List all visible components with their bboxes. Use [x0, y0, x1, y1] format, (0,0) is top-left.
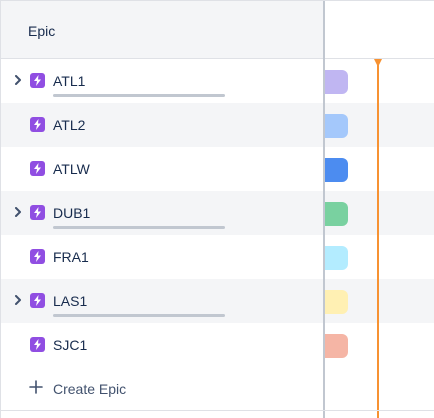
lightning-bolt-icon [30, 337, 45, 352]
today-line [377, 59, 379, 418]
chevron-right-icon[interactable] [12, 74, 24, 86]
epic-progress-bar [53, 226, 225, 229]
epic-list-cell[interactable]: FRA1 [1, 235, 324, 279]
column-divider[interactable] [323, 1, 325, 418]
epic-timeline-bar[interactable] [324, 246, 348, 270]
epic-label[interactable]: ATL2 [53, 117, 86, 133]
epic-timeline-bar[interactable] [324, 202, 348, 226]
epic-timeline-bar[interactable] [324, 114, 348, 138]
timeline-cell[interactable] [324, 103, 434, 147]
epic-list-cell[interactable]: ATL1 [1, 59, 324, 103]
epic-list: ATL1 ATL2 ATLW DUB1 FRA1 LAS1 SJC1 Create Epic [1, 59, 434, 411]
epic-row[interactable]: ATL1 [1, 59, 434, 103]
epic-progress-bar [53, 94, 225, 97]
timeline-cell[interactable] [324, 147, 434, 191]
epic-row[interactable]: ATL2 [1, 103, 434, 147]
lightning-bolt-icon [30, 161, 45, 176]
epic-row[interactable]: ATLW [1, 147, 434, 191]
epic-timeline-bar[interactable] [324, 158, 348, 182]
epic-column-header: Epic [1, 1, 324, 58]
epic-row[interactable]: SJC1 [1, 323, 434, 367]
timeline-cell[interactable] [324, 191, 434, 235]
epic-progress-bar [53, 314, 225, 317]
create-epic-button[interactable]: Create Epic [1, 367, 324, 411]
timeline-cell[interactable] [324, 235, 434, 279]
create-epic-label[interactable]: Create Epic [53, 381, 127, 397]
epic-label[interactable]: LAS1 [53, 293, 88, 309]
epic-label[interactable]: ATLW [53, 161, 90, 177]
epic-label[interactable]: DUB1 [53, 205, 91, 221]
roadmap-header: Epic [1, 1, 434, 59]
timeline-cell[interactable] [324, 59, 434, 103]
epic-list-cell[interactable]: ATL2 [1, 103, 324, 147]
epic-row[interactable]: DUB1 [1, 191, 434, 235]
chevron-right-icon[interactable] [12, 206, 24, 218]
today-marker-icon [374, 59, 382, 67]
epic-row[interactable]: LAS1 [1, 279, 434, 323]
lightning-bolt-icon [30, 293, 45, 308]
epic-list-cell[interactable]: LAS1 [1, 279, 324, 323]
epic-timeline-bar[interactable] [324, 290, 348, 314]
plus-icon [29, 380, 43, 396]
bottom-border [1, 410, 434, 411]
lightning-bolt-icon [30, 249, 45, 264]
create-epic-row[interactable]: Create Epic [1, 367, 434, 411]
epic-label[interactable]: SJC1 [53, 337, 88, 353]
lightning-bolt-icon [30, 117, 45, 132]
lightning-bolt-icon [30, 205, 45, 220]
epic-list-cell[interactable]: DUB1 [1, 191, 324, 235]
epic-row[interactable]: FRA1 [1, 235, 434, 279]
epic-label[interactable]: ATL1 [53, 73, 86, 89]
lightning-bolt-icon [30, 73, 45, 88]
timeline-cell[interactable] [324, 279, 434, 323]
epic-column-title: Epic [28, 23, 56, 39]
epic-timeline-bar[interactable] [324, 334, 348, 358]
epic-list-cell[interactable]: SJC1 [1, 323, 324, 367]
epic-timeline-bar[interactable] [324, 70, 348, 94]
chevron-right-icon[interactable] [12, 294, 24, 306]
timeline-cell[interactable] [324, 323, 434, 367]
epic-label[interactable]: FRA1 [53, 249, 89, 265]
epic-list-cell[interactable]: ATLW [1, 147, 324, 191]
